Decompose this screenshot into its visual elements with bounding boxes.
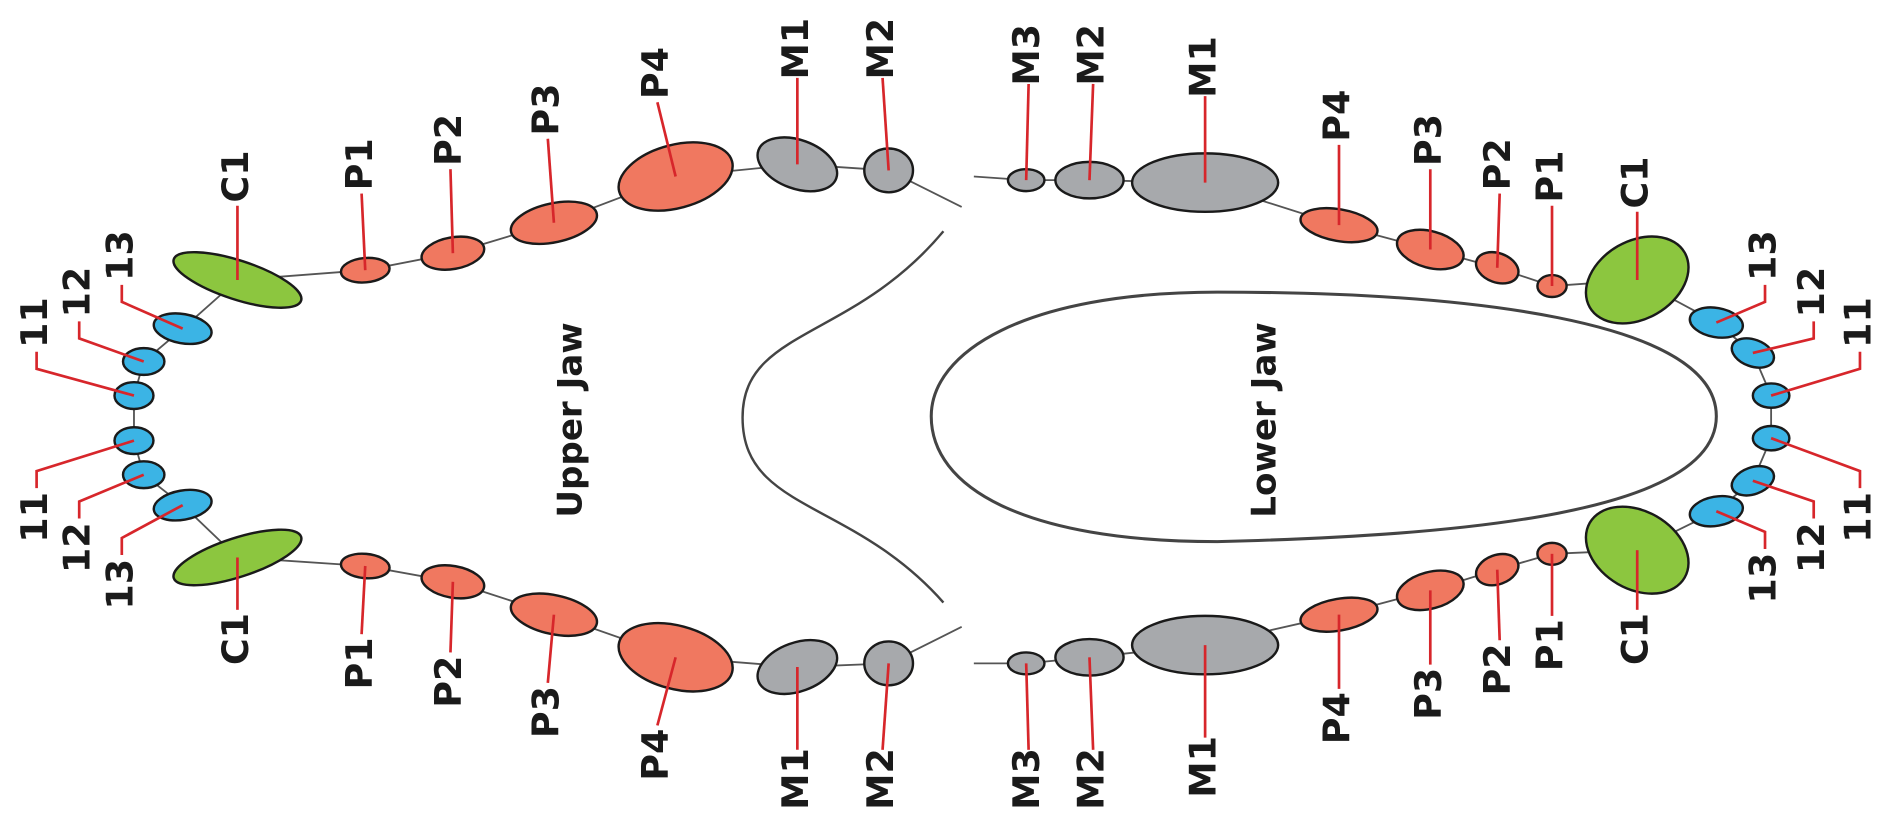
tooth-label: 13 [98,559,141,610]
mandible-outline [929,290,1718,544]
tooth-label: C1 [214,150,257,202]
tooth-label: 11 [1836,492,1879,543]
tooth-label: P4 [634,729,677,781]
tooth-label: P4 [634,47,677,99]
leader-line [120,284,184,330]
leader-line [546,138,556,223]
leader-line [1495,569,1502,641]
tooth-label: M1 [1182,36,1225,98]
tooth-label: P1 [1529,619,1572,671]
tooth-label: P2 [1476,643,1519,695]
leader-line [1752,321,1816,355]
tooth-label: 12 [1790,522,1833,573]
tooth-label: 12 [1790,267,1833,318]
leader-line [35,351,135,397]
tooth-label: M3 [1005,24,1048,86]
jaw-label: Lower Jaw [1244,322,1284,518]
tooth-label: M1 [774,748,817,810]
tooth-label: P2 [1476,138,1519,190]
leader-line [1715,284,1767,324]
leader-line [656,656,677,726]
tooth-label: M1 [1182,736,1225,798]
tooth-label: P4 [1316,90,1359,142]
leader-line [1770,351,1862,397]
leader-line [120,503,184,556]
tooth-label: 12 [56,522,99,573]
tooth-label: 13 [98,230,141,281]
gum-line [133,163,963,668]
tooth-label: C1 [1614,156,1657,208]
leader-line [77,473,145,519]
tooth-label: 12 [56,267,99,318]
leader-line [881,77,890,171]
tooth-label: 13 [1742,553,1785,604]
tooth-label: 11 [13,492,56,543]
leader-line [1752,479,1816,519]
leader-line [360,565,367,635]
leader-line [1715,509,1767,549]
tooth-label: P4 [1316,692,1359,744]
tooth [1474,250,1520,285]
leader-line [656,101,677,177]
tooth-label: M2 [859,748,902,810]
palate-outline [741,230,945,604]
tooth-label: P3 [1407,114,1450,166]
leader-line [1024,663,1030,750]
leader-line [1088,657,1095,750]
tooth-label: 13 [1742,230,1785,281]
tooth [121,460,166,490]
tooth-label: 11 [1836,297,1879,348]
tooth-label: C1 [214,613,257,665]
leader-line [360,193,367,271]
leader-line [1024,83,1030,181]
tooth-label: C1 [1614,613,1657,665]
tooth-label: 11 [13,297,56,348]
tooth-label: M2 [859,18,902,80]
tooth-label: P1 [338,637,381,689]
leader-line [35,439,135,489]
leader-line [1495,193,1502,268]
leader-line [546,614,556,683]
leader-line [1770,436,1862,489]
leader-line [449,581,455,653]
leader-line [449,169,455,254]
tooth-label: P1 [1529,150,1572,202]
tooth-label: P1 [338,138,381,190]
leader-line [1088,83,1095,181]
leader-line [77,321,145,363]
tooth-label: P3 [1407,668,1450,720]
leader-line [881,663,890,750]
tooth-label: M2 [1070,748,1113,810]
tooth-label: P3 [524,83,567,135]
tooth-label: M2 [1070,24,1113,86]
jaw-label: Upper Jaw [551,322,591,517]
tooth-label: P3 [524,686,567,738]
tooth-label: P2 [427,114,470,166]
tooth-label: M3 [1005,748,1048,810]
tooth-label: M1 [774,18,817,80]
tooth-label: P2 [427,656,470,708]
